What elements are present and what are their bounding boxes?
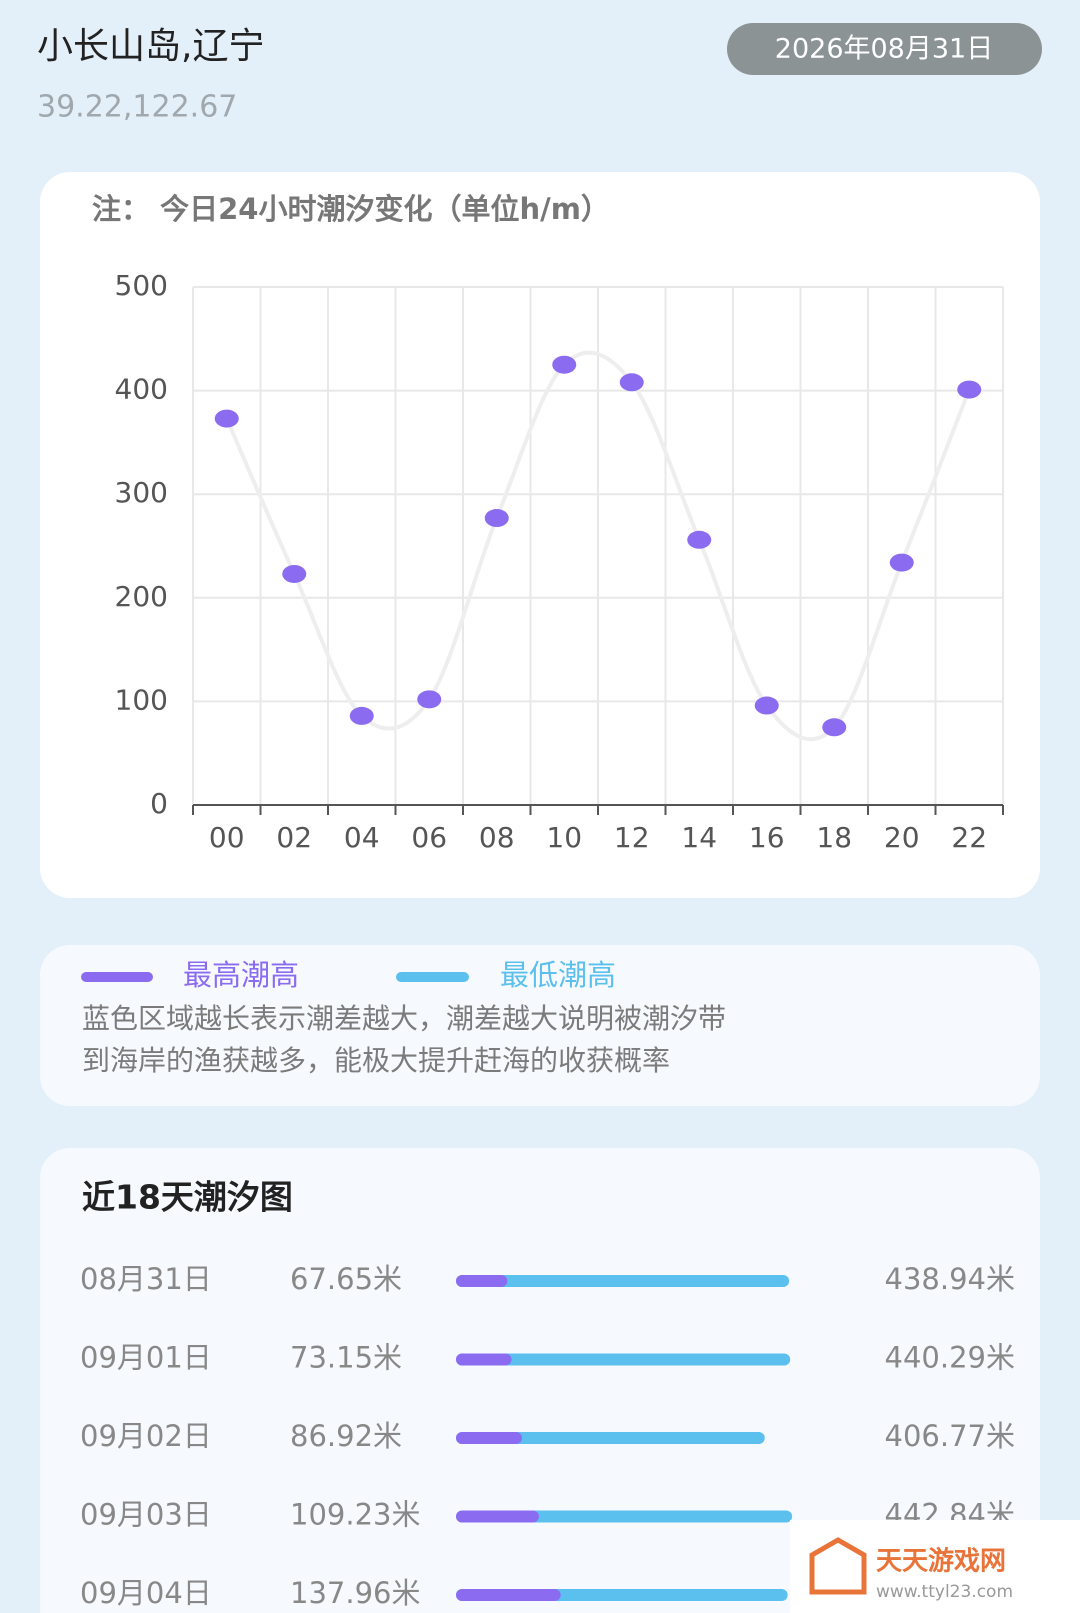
row-date: 09月01日 xyxy=(80,1341,212,1375)
y-tick-label: 100 xyxy=(115,683,168,716)
row-low: 86.92米 xyxy=(290,1419,402,1453)
y-tick-label: 200 xyxy=(115,580,168,613)
note-line: 蓝色区域越长表示潮差越大，潮差越大说明被潮汐带 xyxy=(82,1002,726,1035)
x-tick-label: 12 xyxy=(614,821,650,854)
tide-point xyxy=(349,706,374,725)
row-low: 137.96米 xyxy=(290,1576,420,1610)
row-date: 08月31日 xyxy=(80,1262,212,1296)
x-tick-label: 00 xyxy=(209,821,245,854)
watermark-url: www.ttyl23.com xyxy=(876,1582,1013,1602)
note-line: 到海岸的渔获越多，能极大提升赶海的收获概率 xyxy=(82,1044,670,1077)
tide-point xyxy=(619,373,644,392)
tide-point xyxy=(552,355,577,374)
date[interactable]: 2026年08月31日 xyxy=(775,34,993,65)
list-title: 近18天潮汐图 xyxy=(82,1178,293,1217)
row-high: 438.94米 xyxy=(885,1262,1015,1296)
x-tick-label: 02 xyxy=(276,821,312,854)
low-bar xyxy=(456,1432,522,1444)
x-tick-label: 06 xyxy=(411,821,447,854)
row-low: 67.65米 xyxy=(290,1262,402,1296)
x-tick-label: 10 xyxy=(546,821,582,854)
legend-card xyxy=(40,945,1040,1106)
watermark-box xyxy=(790,1520,1080,1613)
tide-point xyxy=(822,718,847,737)
chart-card xyxy=(40,172,1040,898)
row-low: 109.23米 xyxy=(290,1498,420,1532)
row-date: 09月04日 xyxy=(80,1576,212,1610)
row-date: 09月03日 xyxy=(80,1498,212,1532)
row-low: 73.15米 xyxy=(290,1341,402,1375)
tide-point xyxy=(214,409,239,428)
tide-point xyxy=(889,553,914,572)
coordinates: 39.22,122.67 xyxy=(37,90,237,125)
tide-point xyxy=(417,690,442,709)
row-high: 440.29米 xyxy=(885,1341,1015,1375)
tide-point xyxy=(687,530,712,549)
y-tick-label: 500 xyxy=(115,269,168,302)
high-bar xyxy=(456,1353,791,1366)
low-bar xyxy=(456,1589,561,1601)
high-bar xyxy=(456,1275,790,1287)
tide-point xyxy=(957,380,982,399)
y-tick-label: 400 xyxy=(115,373,168,406)
date-pill[interactable] xyxy=(727,23,1042,75)
tide-point xyxy=(282,564,307,583)
watermark-logo xyxy=(809,1537,867,1595)
legend-label: 最低潮高 xyxy=(500,958,616,992)
rows: 08月31日 67.65米 438.94米 09月01日 73.15米 440.29米 09… xyxy=(80,1262,1015,1610)
x-tick-label: 22 xyxy=(951,821,987,854)
x-tick-label: 08 xyxy=(479,821,515,854)
x-tick-label: 18 xyxy=(816,821,852,854)
legend-label: 最高潮高 xyxy=(183,958,299,992)
tide-line xyxy=(224,350,972,742)
chart-title: 注： 今日24小时潮汐变化（单位h/m） xyxy=(92,192,610,226)
list-card xyxy=(40,1148,1040,1613)
row-date: 09月02日 xyxy=(80,1419,212,1453)
high-bar xyxy=(456,1432,765,1444)
x-tick-label: 16 xyxy=(749,821,785,854)
x-tick-label: 14 xyxy=(681,821,717,854)
watermark-name: 天天游戏网 xyxy=(876,1547,1006,1577)
low-bar xyxy=(456,1275,508,1287)
low-bar xyxy=(456,1510,539,1523)
tide-point xyxy=(484,509,509,528)
high-bar xyxy=(456,1510,793,1523)
x-tick-label: 20 xyxy=(884,821,920,854)
location-title: 小长山岛,辽宁 xyxy=(37,26,264,67)
y-tick-label: 0 xyxy=(150,787,168,820)
x-tick-label: 04 xyxy=(344,821,380,854)
low-bar xyxy=(456,1353,512,1366)
tide-point xyxy=(754,696,779,715)
row-high: 406.77米 xyxy=(885,1419,1015,1453)
y-tick-label: 300 xyxy=(115,476,168,509)
